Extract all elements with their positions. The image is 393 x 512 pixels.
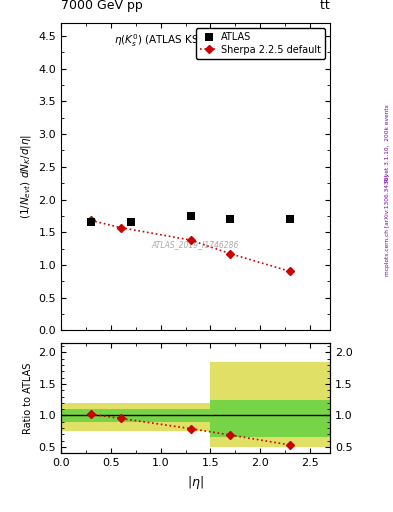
Text: t̅t̅: t̅t̅ <box>320 0 330 12</box>
Sherpa 2.2.5 default <box>228 251 233 257</box>
Text: Rivet 3.1.10,  200k events: Rivet 3.1.10, 200k events <box>385 104 389 182</box>
Y-axis label: Ratio to ATLAS: Ratio to ATLAS <box>23 362 33 434</box>
Line: Sherpa 2.2.5 default: Sherpa 2.2.5 default <box>88 218 293 274</box>
Legend: ATLAS, Sherpa 2.2.5 default: ATLAS, Sherpa 2.2.5 default <box>196 28 325 58</box>
Sherpa 2.2.5 default <box>88 218 93 224</box>
Sherpa 2.2.5 default <box>288 268 293 274</box>
ATLAS <box>128 218 134 226</box>
Y-axis label: $(1/N_{evt})\ dN_K/d|\eta|$: $(1/N_{evt})\ dN_K/d|\eta|$ <box>19 134 33 219</box>
Text: 7000 GeV pp: 7000 GeV pp <box>61 0 143 12</box>
ATLAS <box>227 215 233 223</box>
ATLAS <box>88 218 94 226</box>
Sherpa 2.2.5 default <box>118 225 123 231</box>
ATLAS <box>287 215 294 223</box>
ATLAS <box>187 212 194 220</box>
X-axis label: $|\eta|$: $|\eta|$ <box>187 474 204 490</box>
Text: mcplots.cern.ch [arXiv:1306.3436]: mcplots.cern.ch [arXiv:1306.3436] <box>385 175 389 276</box>
Text: ATLAS_2019_I1746286: ATLAS_2019_I1746286 <box>152 240 239 249</box>
Text: $\eta(K^0_s)$ (ATLAS KS and $\Lambda$ in ttbar): $\eta(K^0_s)$ (ATLAS KS and $\Lambda$ in… <box>114 32 277 49</box>
Sherpa 2.2.5 default <box>188 237 193 243</box>
